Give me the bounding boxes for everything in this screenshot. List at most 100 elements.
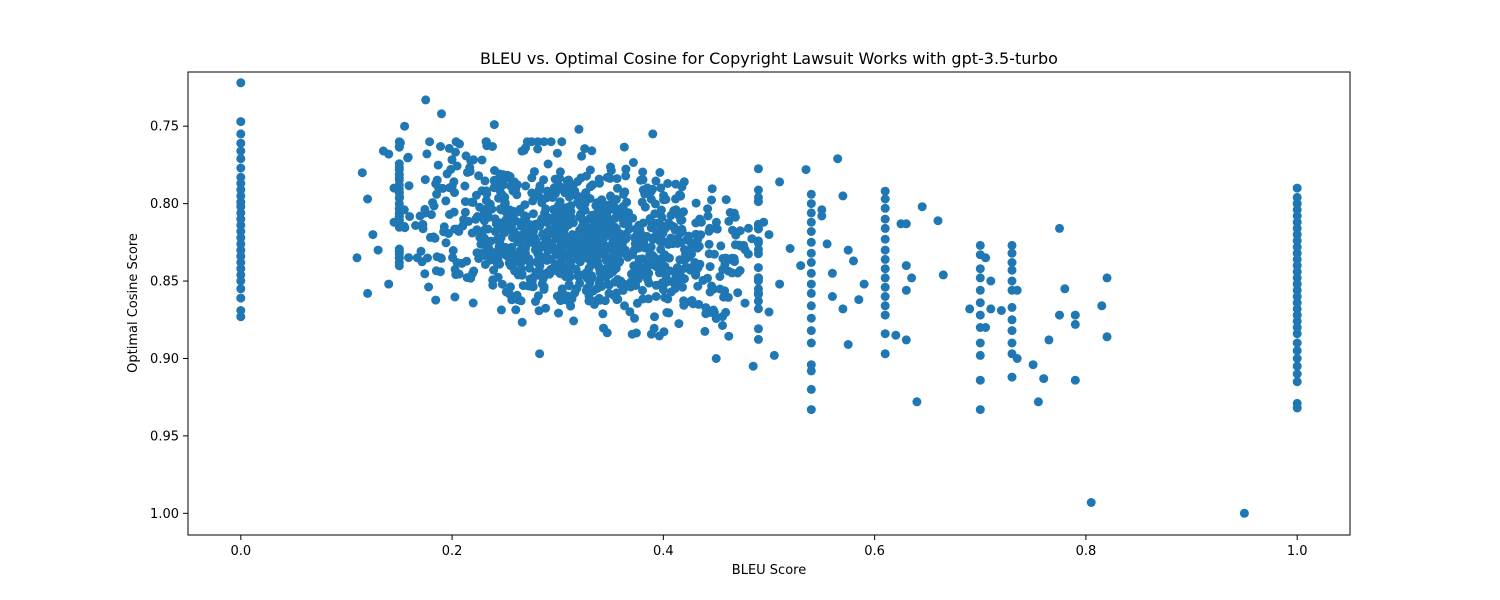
- data-point: [236, 179, 246, 188]
- data-point: [481, 211, 491, 221]
- data-point: [554, 308, 563, 318]
- data-point: [646, 223, 656, 233]
- data-point: [806, 384, 816, 394]
- data-point: [430, 233, 440, 243]
- data-point: [1033, 397, 1043, 407]
- data-point: [506, 181, 516, 191]
- data-point: [421, 95, 431, 105]
- data-point: [488, 275, 498, 285]
- data-point: [537, 198, 547, 208]
- data-point: [518, 241, 528, 251]
- data-point: [753, 197, 763, 207]
- data-point: [582, 283, 592, 293]
- data-point: [563, 211, 573, 221]
- data-point: [502, 251, 512, 261]
- data-point: [1292, 369, 1302, 379]
- data-point: [368, 230, 378, 240]
- data-point: [659, 327, 669, 337]
- data-point: [822, 239, 832, 249]
- data-point: [707, 281, 717, 291]
- data-point: [503, 173, 513, 183]
- data-point: [806, 189, 816, 199]
- data-point: [610, 213, 620, 223]
- data-point: [880, 282, 890, 292]
- data-point: [833, 154, 843, 164]
- data-point: [522, 220, 532, 230]
- data-point: [539, 175, 549, 185]
- data-point: [656, 183, 666, 193]
- data-point: [827, 268, 837, 278]
- x-axis: 0.0 0.2 0.4 0.6 0.8 1.0: [230, 535, 1308, 559]
- data-point: [459, 215, 469, 224]
- y-tick-label: 0.95: [150, 429, 179, 444]
- data-point: [449, 207, 459, 217]
- data-point: [605, 173, 615, 183]
- data-point: [431, 295, 441, 305]
- data-point: [548, 205, 558, 214]
- data-point: [511, 233, 520, 243]
- data-point: [1070, 319, 1080, 329]
- y-tick-label: 0.85: [150, 275, 179, 290]
- data-point: [1102, 332, 1112, 342]
- data-point: [891, 330, 901, 340]
- data-point: [693, 281, 703, 291]
- y-tick-label: 1.00: [150, 507, 179, 522]
- data-point: [394, 212, 404, 222]
- data-point: [843, 340, 853, 349]
- data-point: [700, 326, 710, 336]
- data-point: [452, 161, 462, 171]
- data-point: [1060, 284, 1070, 294]
- data-point: [548, 193, 558, 202]
- data-point: [593, 206, 603, 216]
- data-point: [411, 221, 421, 230]
- data-point: [650, 312, 659, 322]
- data-point: [551, 219, 561, 229]
- data-point: [817, 205, 827, 215]
- data-point: [1007, 372, 1017, 382]
- data-point: [574, 124, 584, 134]
- data-point: [433, 160, 443, 170]
- data-point: [696, 217, 706, 227]
- data-point: [975, 405, 985, 415]
- data-point: [690, 258, 700, 267]
- data-point: [236, 264, 246, 274]
- data-point: [554, 184, 564, 194]
- data-point: [1292, 346, 1302, 356]
- data-point: [654, 233, 664, 243]
- data-point: [564, 175, 574, 185]
- data-point: [679, 300, 689, 310]
- data-point: [580, 221, 589, 231]
- data-point: [1292, 211, 1302, 221]
- data-point: [399, 205, 409, 215]
- data-point: [423, 253, 432, 263]
- data-point: [403, 153, 413, 163]
- data-point: [575, 231, 584, 241]
- data-point: [646, 242, 656, 252]
- data-point: [656, 244, 666, 254]
- data-point: [468, 197, 478, 207]
- data-point: [1007, 302, 1017, 312]
- data-point: [753, 249, 763, 259]
- data-point: [827, 292, 837, 301]
- data-point: [236, 245, 246, 255]
- data-point: [655, 258, 665, 268]
- data-point: [533, 144, 543, 154]
- data-point: [384, 149, 394, 159]
- data-point: [420, 269, 430, 279]
- data-point: [912, 397, 922, 407]
- data-point: [512, 290, 522, 300]
- data-point: [475, 202, 485, 212]
- data-point: [619, 142, 629, 152]
- data-point: [753, 263, 763, 273]
- data-point: [506, 282, 515, 292]
- data-point: [880, 186, 890, 196]
- data-point: [1007, 338, 1017, 348]
- data-point: [527, 137, 537, 147]
- data-point: [724, 331, 734, 341]
- data-point: [480, 176, 490, 186]
- data-point: [642, 183, 652, 193]
- data-point: [1292, 377, 1302, 387]
- data-point: [436, 142, 445, 151]
